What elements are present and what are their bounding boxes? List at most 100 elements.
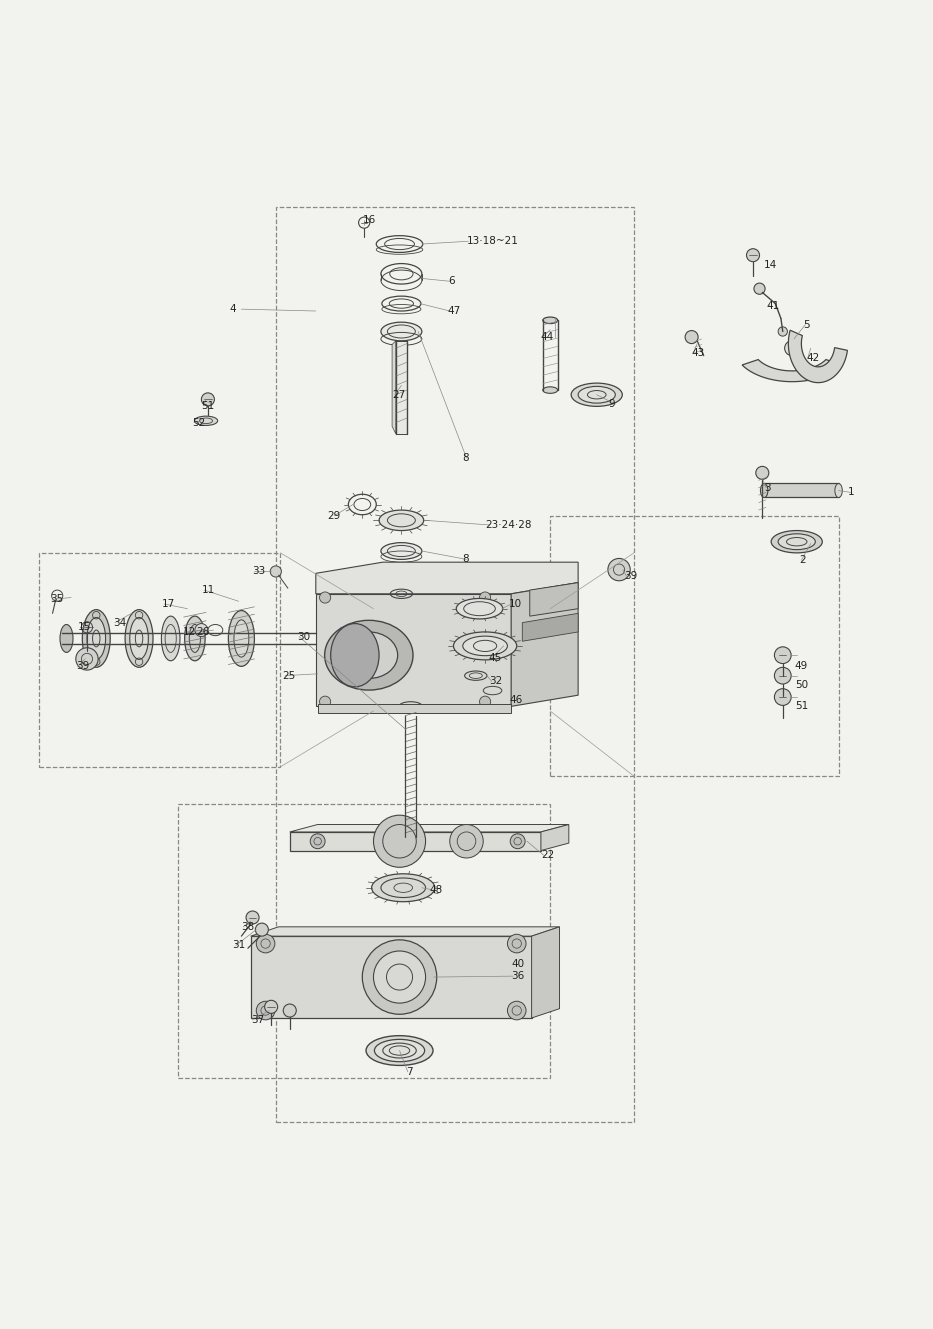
Ellipse shape <box>772 530 822 553</box>
Text: 14: 14 <box>764 259 777 270</box>
Ellipse shape <box>381 542 422 560</box>
Circle shape <box>311 833 325 849</box>
Text: 39: 39 <box>76 662 89 671</box>
Circle shape <box>774 667 791 684</box>
Ellipse shape <box>543 318 558 323</box>
Polygon shape <box>788 330 847 383</box>
Circle shape <box>778 327 787 336</box>
Circle shape <box>508 934 526 953</box>
Circle shape <box>746 249 759 262</box>
Polygon shape <box>396 340 407 433</box>
Ellipse shape <box>194 416 217 425</box>
Circle shape <box>319 696 330 707</box>
Text: 2: 2 <box>800 556 806 565</box>
Text: 29: 29 <box>327 510 341 521</box>
Ellipse shape <box>60 625 73 653</box>
Polygon shape <box>530 582 578 617</box>
Text: 49: 49 <box>795 662 808 671</box>
Ellipse shape <box>340 633 397 678</box>
Circle shape <box>319 591 330 603</box>
Text: 52: 52 <box>192 417 205 428</box>
Text: 4: 4 <box>230 304 236 314</box>
Ellipse shape <box>229 610 255 666</box>
Text: 51: 51 <box>202 401 215 411</box>
Ellipse shape <box>379 510 424 530</box>
Text: 45: 45 <box>489 653 502 663</box>
Ellipse shape <box>125 610 153 667</box>
Polygon shape <box>290 832 541 851</box>
Text: 22: 22 <box>541 851 554 860</box>
Text: 1: 1 <box>848 488 855 497</box>
Text: 3: 3 <box>764 482 771 493</box>
Text: 44: 44 <box>541 332 554 342</box>
Ellipse shape <box>571 383 622 407</box>
Circle shape <box>774 688 791 706</box>
Text: 31: 31 <box>232 941 245 950</box>
Text: 41: 41 <box>766 302 779 311</box>
Circle shape <box>202 393 215 405</box>
Polygon shape <box>315 562 578 594</box>
Text: 42: 42 <box>806 352 819 363</box>
Circle shape <box>685 331 698 344</box>
Polygon shape <box>541 824 569 851</box>
Polygon shape <box>764 484 839 497</box>
Bar <box>38 553 281 767</box>
Ellipse shape <box>456 598 503 619</box>
Ellipse shape <box>453 633 517 661</box>
Text: 16: 16 <box>362 215 376 225</box>
Text: 10: 10 <box>508 599 522 609</box>
Circle shape <box>608 558 630 581</box>
Text: 50: 50 <box>795 680 808 690</box>
Circle shape <box>785 340 800 356</box>
Circle shape <box>480 591 491 603</box>
Circle shape <box>256 924 269 936</box>
Bar <box>276 207 634 1122</box>
Text: 11: 11 <box>202 585 215 595</box>
Ellipse shape <box>87 618 105 659</box>
Text: 7: 7 <box>406 1067 412 1076</box>
Text: 43: 43 <box>691 348 704 358</box>
Text: 30: 30 <box>298 631 311 642</box>
Ellipse shape <box>543 387 558 393</box>
Text: 35: 35 <box>49 594 63 605</box>
Circle shape <box>508 1001 526 1019</box>
Polygon shape <box>315 594 511 706</box>
Ellipse shape <box>374 1039 425 1062</box>
Text: 27: 27 <box>392 389 405 400</box>
Circle shape <box>271 566 282 577</box>
Ellipse shape <box>366 1035 433 1066</box>
Circle shape <box>373 952 425 1003</box>
Text: 26: 26 <box>197 627 210 637</box>
Ellipse shape <box>330 623 379 687</box>
Circle shape <box>756 466 769 480</box>
Text: 8: 8 <box>462 554 468 565</box>
Circle shape <box>373 815 425 868</box>
Text: 34: 34 <box>113 618 126 627</box>
Bar <box>178 804 550 1078</box>
Circle shape <box>76 647 98 670</box>
Text: 15: 15 <box>77 622 91 633</box>
Text: 47: 47 <box>448 306 461 316</box>
Circle shape <box>284 1003 297 1017</box>
Ellipse shape <box>381 322 422 340</box>
Circle shape <box>195 623 208 637</box>
Text: 25: 25 <box>283 671 296 680</box>
Text: 17: 17 <box>161 599 174 609</box>
Text: 38: 38 <box>242 922 255 932</box>
Text: 5: 5 <box>803 320 810 330</box>
Ellipse shape <box>760 484 768 497</box>
Polygon shape <box>317 703 511 712</box>
Ellipse shape <box>778 534 815 550</box>
Text: 39: 39 <box>624 571 638 581</box>
Ellipse shape <box>578 387 616 403</box>
Circle shape <box>265 1001 278 1013</box>
Ellipse shape <box>82 610 110 667</box>
Polygon shape <box>251 936 532 1018</box>
Text: 8: 8 <box>462 453 468 462</box>
Text: 51: 51 <box>795 702 808 711</box>
Text: 37: 37 <box>251 1015 264 1025</box>
Text: 12: 12 <box>183 627 196 637</box>
Circle shape <box>246 910 259 924</box>
Text: 6: 6 <box>448 276 454 286</box>
Ellipse shape <box>185 617 205 661</box>
